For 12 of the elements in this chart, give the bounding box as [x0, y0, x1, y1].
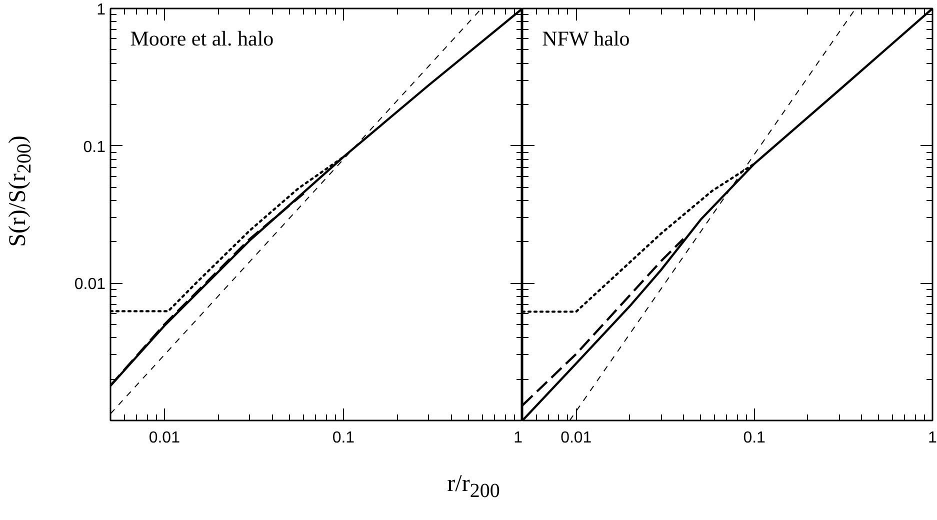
x-tick-label: 1 [514, 430, 523, 446]
x-axis-title: r/r$_{200}$ [447, 470, 500, 504]
y-tick-label: 0.01 [74, 276, 106, 294]
y-tick-label: 1 [96, 2, 106, 18]
x-tick-label: 1 [928, 430, 937, 446]
x-tick-label: 0.1 [743, 430, 766, 446]
text: Moore et al. halo [130, 26, 274, 51]
text: NFW halo [542, 26, 630, 51]
x-tick-label: 0.01 [148, 430, 180, 446]
x-tick-label: 0.01 [560, 430, 592, 446]
x-tick-label: 0.1 [332, 430, 355, 446]
y-tick-label: 0.1 [83, 138, 106, 156]
